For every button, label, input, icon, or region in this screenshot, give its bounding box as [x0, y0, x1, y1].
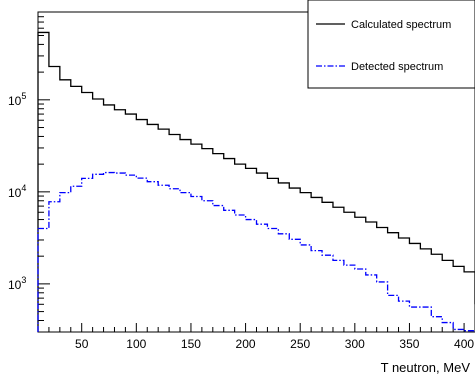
legend: Calculated spectrum Detected spectrum	[307, 0, 475, 89]
x-axis-label: T neutron, MeV	[381, 360, 471, 375]
x-tick-label: 300	[345, 337, 365, 351]
x-axis-ticks: 50 100 150 200 250 300 350 400	[48, 323, 475, 351]
x-tick-label: 250	[290, 337, 310, 351]
legend-box	[307, 0, 475, 89]
legend-label: Detected spectrum	[351, 61, 443, 73]
y-tick-label: 105	[8, 91, 26, 108]
y-minor-ticks	[38, 11, 50, 333]
y-tick-label: 103	[8, 275, 26, 292]
series-layer	[37, 31, 475, 332]
legend-label: Calculated spectrum	[351, 19, 451, 31]
series-calculated-line	[37, 31, 475, 332]
x-tick-label: 150	[181, 337, 201, 351]
x-tick-label: 350	[399, 337, 419, 351]
x-tick-label: 200	[236, 337, 256, 351]
x-tick-label: 100	[126, 337, 146, 351]
x-tick-label: 400	[454, 337, 474, 351]
series-detected-line	[37, 171, 475, 332]
y-axis-ticks: 103 104 105	[8, 91, 26, 292]
y-tick-label: 104	[8, 183, 26, 200]
x-tick-label: 50	[75, 337, 89, 351]
